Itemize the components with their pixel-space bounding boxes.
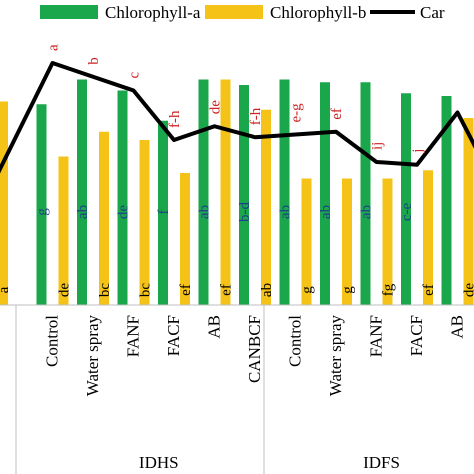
group-label: IDHS: [139, 453, 179, 472]
letter-chlorophyll-a: de: [116, 205, 132, 220]
letter-chlorophyll-a: g: [35, 208, 51, 216]
letter-chlorophyll-a: ab: [75, 205, 91, 219]
bar-chlorophyll-a: [158, 120, 168, 305]
bar-chlorophyll-b: [99, 131, 109, 305]
letter-car: c: [127, 72, 143, 79]
bar-chlorophyll-a: [117, 90, 128, 305]
bar-chlorophyll-a: [401, 93, 411, 305]
bar-chlorophyll-b: [463, 118, 474, 305]
letter-car: j: [410, 149, 426, 154]
letter-chlorophyll-a: b-d: [237, 202, 253, 222]
letter-chlorophyll-b: g: [300, 286, 316, 294]
legend-swatch-chlorophyll-b: [205, 5, 263, 19]
x-tick-label: CANBCF: [245, 315, 264, 383]
letter-car: a: [46, 44, 62, 51]
letter-chlorophyll-b: bc: [97, 283, 113, 298]
bar-chlorophyll-a: [360, 82, 371, 305]
letter-chlorophyll-b: de: [462, 283, 474, 298]
letter-car: f-h: [167, 110, 183, 128]
x-tick-label: FANF: [124, 315, 143, 357]
legend-swatch-chlorophyll-a: [40, 5, 98, 19]
letter-chlorophyll-b: a: [0, 286, 12, 293]
letter-chlorophyll-b: ab: [259, 283, 275, 297]
x-tick-label-fragment: T…1: [0, 315, 1, 351]
letter-chlorophyll-b: ef: [421, 284, 437, 296]
x-tick-label: Control: [286, 315, 305, 367]
letter-car: f-h: [248, 107, 264, 125]
letter-chlorophyll-a: ab: [197, 205, 213, 219]
bar-chlorophyll-b: [261, 109, 271, 305]
bar-chlorophyll-a: [320, 82, 330, 305]
line-car: [0, 61, 474, 174]
legend-label-chlorophyll-b: Chlorophyll-b: [270, 3, 366, 22]
letter-car: ef: [329, 108, 345, 120]
bar-chlorophyll-b: [342, 178, 352, 305]
bar-chlorophyll-b: [58, 156, 69, 305]
bar-chlorophyll-a: [36, 104, 47, 305]
letter-car: e-g: [289, 103, 305, 123]
letter-chlorophyll-b: fg: [381, 283, 397, 296]
x-tick-label: AB: [205, 315, 224, 339]
bar-chlorophyll-a: [239, 85, 249, 305]
letter-car: b: [86, 57, 102, 65]
bar-chlorophyll-a: [77, 79, 87, 305]
bar-chlorophyll-a: [198, 79, 209, 305]
bar-chlorophyll-b: [423, 170, 433, 305]
letter-chlorophyll-b: ef: [178, 284, 194, 296]
letter-chlorophyll-b: de: [57, 283, 73, 298]
group-label: IDFS: [363, 453, 400, 472]
letter-chlorophyll-b: bc: [138, 283, 154, 298]
bar-chlorophyll-b: [139, 140, 150, 305]
bar-chlorophyll-b: [180, 173, 190, 305]
letter-chlorophyll-a: f: [156, 210, 172, 215]
bar-chlorophyll-b: [382, 178, 393, 305]
legend-label-car: Car: [420, 3, 445, 22]
x-tick-label: FACF: [407, 315, 426, 356]
bar-chlorophyll-b: [220, 79, 231, 305]
letter-chlorophyll-a: ab: [278, 205, 294, 219]
x-tick-label: Water spray: [326, 315, 345, 397]
bar-chlorophyll-b: [0, 101, 8, 305]
bar-chlorophyll-a: [441, 96, 452, 305]
x-tick-label: Control: [43, 315, 62, 367]
letter-chlorophyll-b: ef: [219, 284, 235, 296]
letter-chlorophyll-a: c-e: [399, 203, 415, 222]
x-tick-label: FANF: [367, 315, 386, 357]
legend: Chlorophyll-a Chlorophyll-b Car: [40, 3, 445, 22]
bar-chlorophyll-b: [301, 178, 312, 305]
plot-area: agdeabbcdebcfefabefb-dababgabgabfgc-eefd…: [0, 44, 474, 474]
letter-chlorophyll-a: ab: [318, 205, 334, 219]
letter-car: de: [208, 100, 224, 115]
x-tick-label: AB: [448, 315, 467, 339]
letter-car: ij: [370, 142, 386, 150]
letter-chlorophyll-b: g: [340, 286, 356, 294]
x-tick-label: Water spray: [83, 315, 102, 397]
x-tick-label: FACF: [164, 315, 183, 356]
legend-label-chlorophyll-a: Chlorophyll-a: [105, 3, 201, 22]
bar-chlorophyll-a: [279, 79, 290, 305]
letter-chlorophyll-a: ab: [359, 205, 375, 219]
